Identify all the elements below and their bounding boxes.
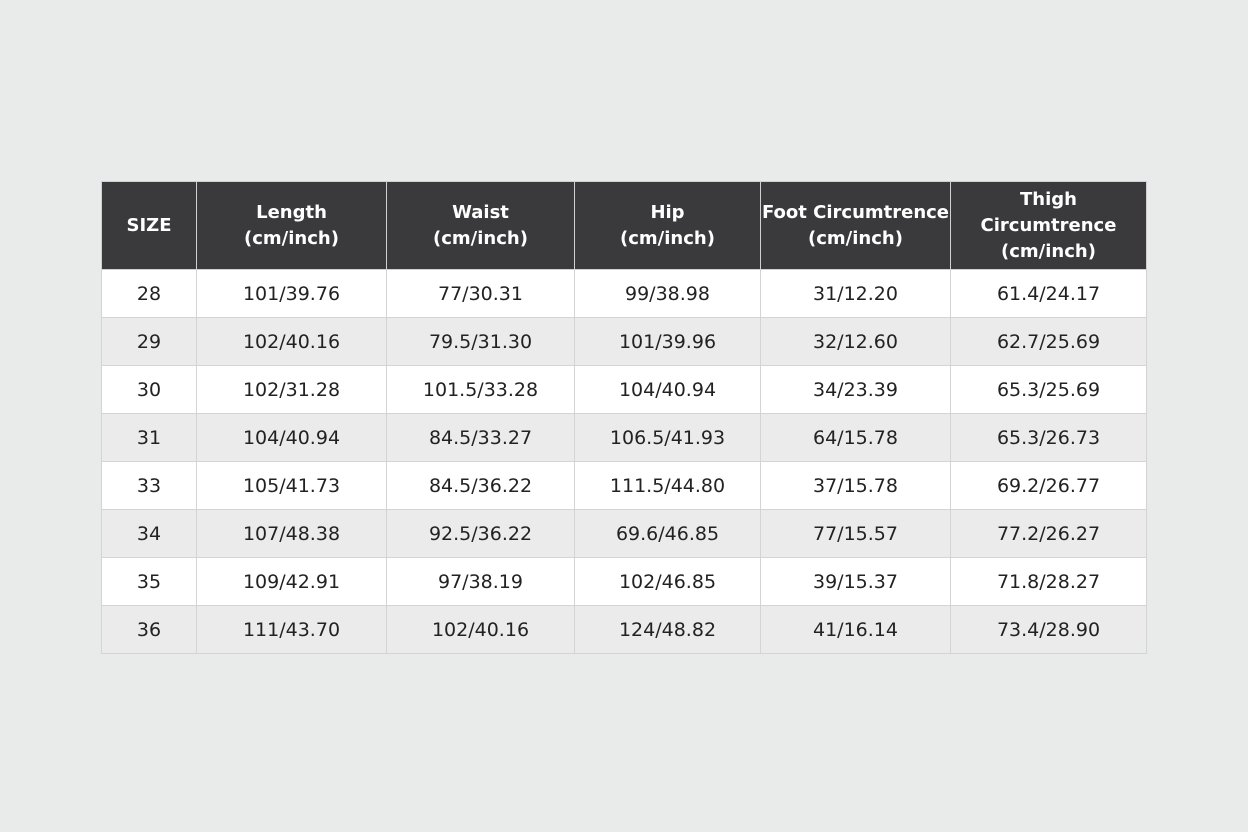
- measurement-cell: 102/40.16: [196, 317, 387, 366]
- measurement-cell: 102/46.85: [574, 557, 761, 606]
- measurement-cell: 107/48.38: [196, 509, 387, 558]
- measurement-cell: 124/48.82: [574, 605, 761, 654]
- measurement-cell: 77.2/26.27: [950, 509, 1147, 558]
- measurement-cell: 65.3/26.73: [950, 413, 1147, 462]
- header-text: Length: [256, 201, 327, 223]
- header-row: SIZE Length (cm/inch) Waist (cm/inch) Hip (cm/…: [101, 181, 1147, 270]
- size-cell: 35: [101, 557, 197, 606]
- measurement-cell: 105/41.73: [196, 461, 387, 510]
- header-cell: Thigh Circumtrence (cm/inch): [950, 181, 1147, 270]
- table-row: 30 102/31.28 101.5/33.28 104/40.94 34/23.39 6…: [101, 365, 1147, 414]
- table-row: 33 105/41.73 84.5/36.22 111.5/44.80 37/15.78…: [101, 461, 1147, 510]
- measurement-cell: 77/30.31: [386, 269, 575, 318]
- size-chart: SIZE Length (cm/inch) Waist (cm/inch) Hip (cm/…: [101, 181, 1147, 654]
- measurement-cell: 64/15.78: [760, 413, 951, 462]
- size-cell: 33: [101, 461, 197, 510]
- table-body: 28 101/39.76 77/30.31 99/38.98 31/12.20 61.4/…: [101, 269, 1147, 654]
- measurement-cell: 102/31.28: [196, 365, 387, 414]
- size-cell: 28: [101, 269, 197, 318]
- measurement-cell: 109/42.91: [196, 557, 387, 606]
- measurement-cell: 101/39.76: [196, 269, 387, 318]
- header-text: Foot Circumtrence: [761, 201, 950, 223]
- header-text: Hip: [650, 201, 685, 223]
- measurement-cell: 41/16.14: [760, 605, 951, 654]
- header-text: (cm/inch): [620, 227, 715, 249]
- measurement-cell: 65.3/25.69: [950, 365, 1147, 414]
- header-text: (cm/inch): [1001, 240, 1096, 262]
- size-cell: 34: [101, 509, 197, 558]
- header-cell: Foot Circumtrence (cm/inch): [760, 181, 951, 270]
- size-cell: 36: [101, 605, 197, 654]
- table-row: 28 101/39.76 77/30.31 99/38.98 31/12.20 61.4/…: [101, 269, 1147, 318]
- measurement-cell: 79.5/31.30: [386, 317, 575, 366]
- measurement-cell: 31/12.20: [760, 269, 951, 318]
- measurement-cell: 71.8/28.27: [950, 557, 1147, 606]
- size-cell: 30: [101, 365, 197, 414]
- measurement-cell: 97/38.19: [386, 557, 575, 606]
- measurement-cell: 102/40.16: [386, 605, 575, 654]
- header-text: Waist: [452, 201, 509, 223]
- measurement-cell: 69.6/46.85: [574, 509, 761, 558]
- size-table: SIZE Length (cm/inch) Waist (cm/inch) Hip (cm/…: [101, 181, 1147, 654]
- header-cell: SIZE: [101, 181, 197, 270]
- measurement-cell: 37/15.78: [760, 461, 951, 510]
- measurement-cell: 77/15.57: [760, 509, 951, 558]
- table-row: 34 107/48.38 92.5/36.22 69.6/46.85 77/15.57 7…: [101, 509, 1147, 558]
- header-text: (cm/inch): [244, 227, 339, 249]
- measurement-cell: 99/38.98: [574, 269, 761, 318]
- measurement-cell: 106.5/41.93: [574, 413, 761, 462]
- size-cell: 29: [101, 317, 197, 366]
- table-row: 35 109/42.91 97/38.19 102/46.85 39/15.37 71.8…: [101, 557, 1147, 606]
- measurement-cell: 84.5/33.27: [386, 413, 575, 462]
- header-text: SIZE: [126, 214, 172, 236]
- measurement-cell: 69.2/26.77: [950, 461, 1147, 510]
- header-cell: Hip (cm/inch): [574, 181, 761, 270]
- header-cell: Waist (cm/inch): [386, 181, 575, 270]
- size-cell: 31: [101, 413, 197, 462]
- measurement-cell: 34/23.39: [760, 365, 951, 414]
- table-row: 29 102/40.16 79.5/31.30 101/39.96 32/12.60 62…: [101, 317, 1147, 366]
- measurement-cell: 104/40.94: [574, 365, 761, 414]
- measurement-cell: 32/12.60: [760, 317, 951, 366]
- measurement-cell: 111/43.70: [196, 605, 387, 654]
- header-text: (cm/inch): [808, 227, 903, 249]
- table-row: 31 104/40.94 84.5/33.27 106.5/41.93 64/15.78…: [101, 413, 1147, 462]
- measurement-cell: 104/40.94: [196, 413, 387, 462]
- header-text: Thigh Circumtrence: [980, 188, 1117, 236]
- measurement-cell: 101.5/33.28: [386, 365, 575, 414]
- measurement-cell: 39/15.37: [760, 557, 951, 606]
- header-text: (cm/inch): [433, 227, 528, 249]
- measurement-cell: 62.7/25.69: [950, 317, 1147, 366]
- measurement-cell: 84.5/36.22: [386, 461, 575, 510]
- measurement-cell: 111.5/44.80: [574, 461, 761, 510]
- measurement-cell: 73.4/28.90: [950, 605, 1147, 654]
- header-cell: Length (cm/inch): [196, 181, 387, 270]
- measurement-cell: 92.5/36.22: [386, 509, 575, 558]
- table-header: SIZE Length (cm/inch) Waist (cm/inch) Hip (cm/…: [101, 181, 1147, 270]
- measurement-cell: 101/39.96: [574, 317, 761, 366]
- table-row: 36 111/43.70 102/40.16 124/48.82 41/16.14 73.…: [101, 605, 1147, 654]
- measurement-cell: 61.4/24.17: [950, 269, 1147, 318]
